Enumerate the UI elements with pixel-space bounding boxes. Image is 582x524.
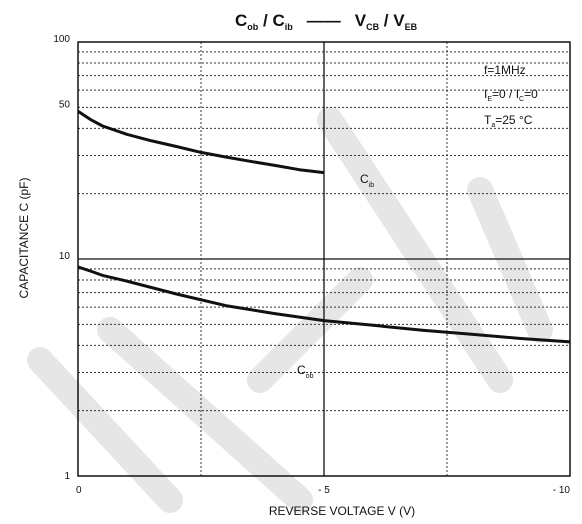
condition-temperature: Ta=25 °C <box>484 113 533 129</box>
y-tick-label: 10 <box>59 251 71 262</box>
tick-labels: 0 - 5 - 10 1 10 50 100 <box>53 34 570 496</box>
grid-lines <box>78 42 570 476</box>
x-tick-label: - 5 <box>318 485 330 496</box>
condition-frequency: f=1MHz <box>484 63 526 77</box>
x-tick-label: - 10 <box>553 485 571 496</box>
y-tick-label: 1 <box>64 471 70 482</box>
y-tick-label: 50 <box>59 99 71 110</box>
test-conditions: f=1MHz IE=0 / IC=0 Ta=25 °C <box>484 63 538 129</box>
y-axis-label: CAPACITANCE C (pF) <box>17 178 31 299</box>
x-tick-label: 0 <box>76 485 82 496</box>
chart-title: Cob / Cib —— VCB / VEB <box>235 11 418 32</box>
series-label-cob: Cob <box>297 363 314 380</box>
condition-currents: IE=0 / IC=0 <box>484 87 538 103</box>
watermark <box>40 120 540 500</box>
y-tick-label: 100 <box>53 34 70 45</box>
x-axis-label: REVERSE VOLTAGE V (V) <box>269 504 415 518</box>
